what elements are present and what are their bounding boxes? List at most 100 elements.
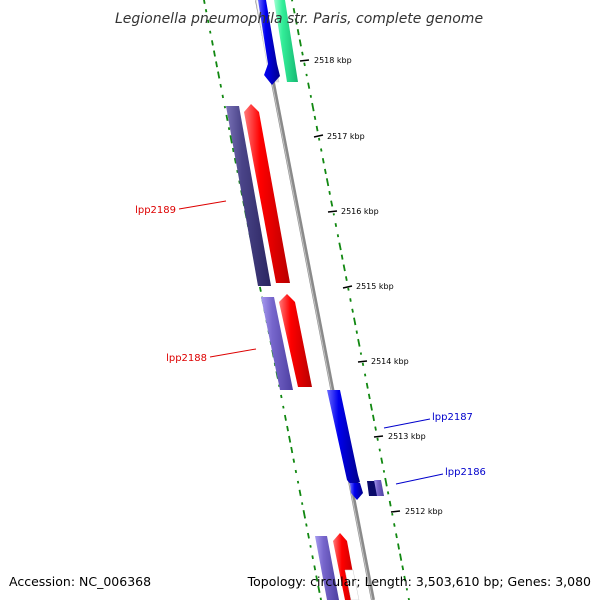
gc-skew-mark [397, 543, 400, 550]
gc-skew-mark [217, 71, 221, 79]
gc-skew-mark [227, 127, 231, 131]
gc-skew-mark [303, 62, 306, 67]
tick-label: 2516 kbp [341, 207, 379, 216]
gc-skew-mark [361, 362, 365, 366]
gc-skew-mark [259, 286, 262, 292]
gc-skew-mark [305, 523, 308, 527]
gc-skew-track-right [291, 0, 410, 600]
gc-skew-mark [328, 190, 331, 195]
gc-skew-mark [294, 18, 298, 25]
tick-mark [390, 510, 401, 513]
gc-skew-mark [307, 82, 311, 89]
gc-skew-mark [232, 147, 235, 153]
gc-skew-mark [319, 597, 322, 600]
feature-track [226, 0, 384, 600]
gc-skew-mark [401, 565, 405, 571]
gc-skew-mark [204, 9, 208, 13]
gc-skew-mark [211, 40, 214, 46]
gc-skew-mark [209, 30, 212, 34]
gc-skew-mark [388, 500, 392, 507]
gc-skew-mark [340, 254, 344, 260]
gc-skew-mark [355, 330, 358, 334]
tick-label: 2517 kbp [327, 132, 365, 141]
gc-skew-mark [393, 523, 396, 527]
gc-skew-mark [338, 242, 342, 251]
gc-skew-mark [294, 469, 298, 474]
gene-labels: lpp2189 lpp2188 lpp2187 lpp2186 [135, 200, 486, 485]
gc-skew-mark [229, 135, 233, 144]
gc-skew-mark [296, 29, 300, 36]
genome-backbone [255, 0, 375, 600]
gc-skew-mark [325, 178, 330, 187]
gc-skew-mark [359, 352, 363, 355]
gene-label-leader [178, 200, 227, 210]
kbp-ticks: 2518 kbp 2517 kbp 2516 kbp 2515 kbp 2514… [299, 56, 443, 516]
gc-skew-mark [302, 510, 306, 519]
tick-mark [373, 435, 384, 438]
gc-skew-mark [382, 470, 386, 473]
gc-skew-mark [313, 115, 317, 120]
gc-skew-mark [282, 405, 285, 409]
gc-skew-mark [364, 373, 367, 377]
tick-label: 2512 kbp [405, 507, 443, 516]
gc-skew-mark [301, 51, 304, 56]
gc-skew-mark [311, 102, 315, 112]
forward-blast-block [261, 297, 293, 390]
reverse-cds-arrow [350, 483, 363, 500]
gene-label-leader [383, 418, 431, 429]
gc-skew-mark [324, 168, 327, 175]
gc-skew-mark [315, 575, 319, 582]
gc-skew-mark [286, 425, 289, 432]
tick-mark [342, 285, 353, 289]
reverse-blast-block [374, 480, 384, 496]
forward-blast-block [344, 569, 360, 600]
tick-label: 2515 kbp [356, 282, 394, 291]
gc-skew-mark [309, 545, 312, 548]
map-title: Legionella pneumophila str. Paris, compl… [115, 11, 483, 27]
gc-skew-mark [351, 308, 354, 313]
gene-label-lpp2188: lpp2188 [166, 353, 207, 364]
reverse-cds-arrow [327, 390, 360, 486]
gc-skew-mark [342, 264, 346, 272]
gc-skew-mark [395, 533, 398, 539]
gc-skew-mark [378, 448, 381, 452]
forward-cds-arrow [244, 104, 290, 283]
gc-skew-mark [320, 148, 323, 152]
gc-skew-mark [367, 393, 371, 400]
reverse-blast-block-green [274, 0, 298, 82]
gc-skew-mark [347, 287, 350, 291]
gc-skew-mark [386, 491, 390, 495]
tick-label: 2514 kbp [371, 357, 409, 366]
gc-skew-mark [307, 532, 310, 539]
forward-blast-block [226, 106, 271, 286]
gc-skew-mark [292, 458, 296, 463]
gc-skew-mark [313, 565, 317, 571]
gc-skew-mark [292, 8, 296, 14]
gene-label-leader [395, 473, 444, 485]
gc-skew-mark [372, 414, 375, 422]
gc-skew-mark [225, 114, 229, 121]
genome-summary: Topology: circular; Length: 3,503,610 bp… [247, 574, 591, 589]
gc-skew-mark [345, 276, 348, 281]
gc-skew-mark [380, 457, 384, 464]
gc-skew-mark [336, 234, 340, 238]
gc-skew-mark [321, 158, 325, 164]
tick-mark [299, 59, 310, 62]
gc-skew-mark [284, 414, 287, 421]
gc-skew-mark [330, 200, 334, 207]
gc-skew-mark [203, 0, 206, 4]
gc-skew-mark [318, 137, 321, 141]
gc-skew-mark [298, 39, 302, 47]
gc-skew-mark [374, 426, 377, 431]
gc-skew-mark [399, 553, 403, 561]
forward-cds-arrow [279, 294, 312, 387]
gc-skew-mark [219, 83, 222, 88]
accession-label: Accession: NC_006368 [9, 574, 151, 589]
tick-label: 2518 kbp [314, 56, 352, 65]
gc-skew-mark [357, 338, 361, 347]
gc-skew-mark [233, 157, 237, 164]
forward-blast-block [315, 536, 339, 600]
reverse-cds-arrow [258, 0, 280, 85]
tick-mark [357, 360, 368, 363]
